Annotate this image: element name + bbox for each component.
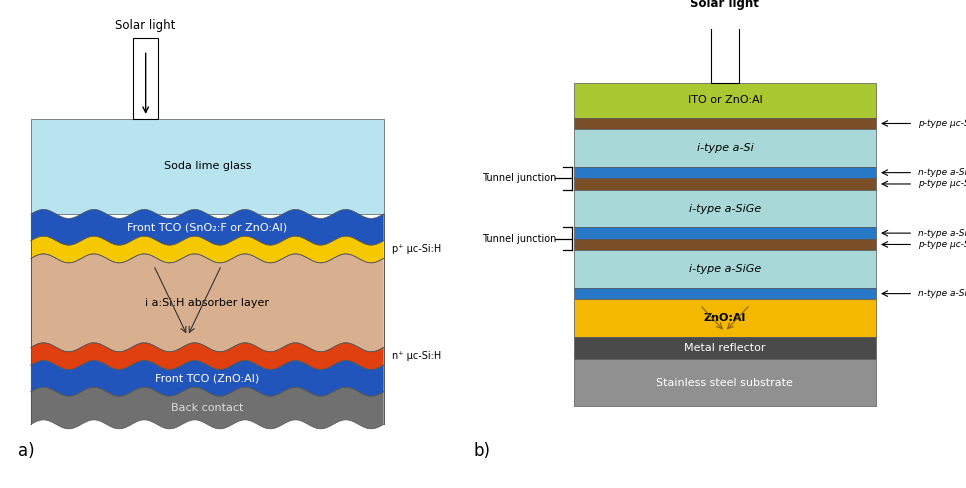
- Bar: [574, 190, 875, 227]
- Bar: [31, 119, 384, 214]
- Bar: [574, 239, 875, 250]
- Text: n-type a-Si: n-type a-Si: [919, 168, 966, 177]
- Polygon shape: [31, 254, 384, 352]
- Bar: [574, 118, 875, 129]
- Text: Tunnel junction: Tunnel junction: [482, 234, 556, 244]
- Bar: [574, 83, 875, 118]
- Text: Solar light: Solar light: [691, 0, 759, 10]
- Text: Front TCO (ZnO:Al): Front TCO (ZnO:Al): [156, 373, 260, 384]
- Text: Stainless steel substrate: Stainless steel substrate: [657, 378, 793, 388]
- Text: Back contact: Back contact: [171, 403, 243, 413]
- Text: ITO or ZnO:Al: ITO or ZnO:Al: [688, 96, 762, 105]
- Text: Metal reflector: Metal reflector: [684, 343, 766, 353]
- Text: i-type a-SiGe: i-type a-SiGe: [689, 203, 761, 214]
- Bar: [574, 227, 875, 239]
- Bar: [574, 250, 875, 288]
- Polygon shape: [31, 343, 384, 369]
- Bar: [574, 167, 875, 178]
- Text: n-type a-Si: n-type a-Si: [919, 289, 966, 298]
- Bar: [574, 359, 875, 407]
- Bar: [574, 129, 875, 167]
- Text: a): a): [18, 442, 35, 460]
- Text: p-type μc-Si: p-type μc-Si: [919, 240, 966, 249]
- Text: p-type μc-Si: p-type μc-Si: [919, 119, 966, 128]
- Polygon shape: [31, 209, 384, 245]
- Polygon shape: [31, 236, 384, 263]
- Text: ZnO:Al: ZnO:Al: [704, 313, 746, 323]
- Text: i a:Si:H absorber layer: i a:Si:H absorber layer: [145, 298, 270, 308]
- Bar: [711, 16, 739, 83]
- Polygon shape: [31, 387, 384, 429]
- Text: Soda lime glass: Soda lime glass: [163, 162, 251, 171]
- Polygon shape: [31, 361, 384, 396]
- Text: Tunnel junction: Tunnel junction: [482, 173, 556, 183]
- Text: p⁺ μc-Si:H: p⁺ μc-Si:H: [392, 244, 441, 254]
- Text: p-type μc-Si: p-type μc-Si: [919, 180, 966, 188]
- Bar: [574, 288, 875, 299]
- Text: b): b): [473, 442, 491, 460]
- Text: i-type a-Si: i-type a-Si: [696, 143, 753, 153]
- Text: i-type a-SiGe: i-type a-SiGe: [689, 264, 761, 274]
- Bar: [574, 178, 875, 190]
- Bar: [574, 337, 875, 359]
- Bar: [133, 38, 158, 119]
- Text: Front TCO (SnO₂:F or ZnO:Al): Front TCO (SnO₂:F or ZnO:Al): [128, 222, 287, 232]
- Text: Solar light: Solar light: [116, 19, 176, 32]
- Text: n-type a-Si: n-type a-Si: [919, 228, 966, 238]
- Text: n⁺ μc-Si:H: n⁺ μc-Si:H: [392, 351, 441, 361]
- Bar: [574, 299, 875, 337]
